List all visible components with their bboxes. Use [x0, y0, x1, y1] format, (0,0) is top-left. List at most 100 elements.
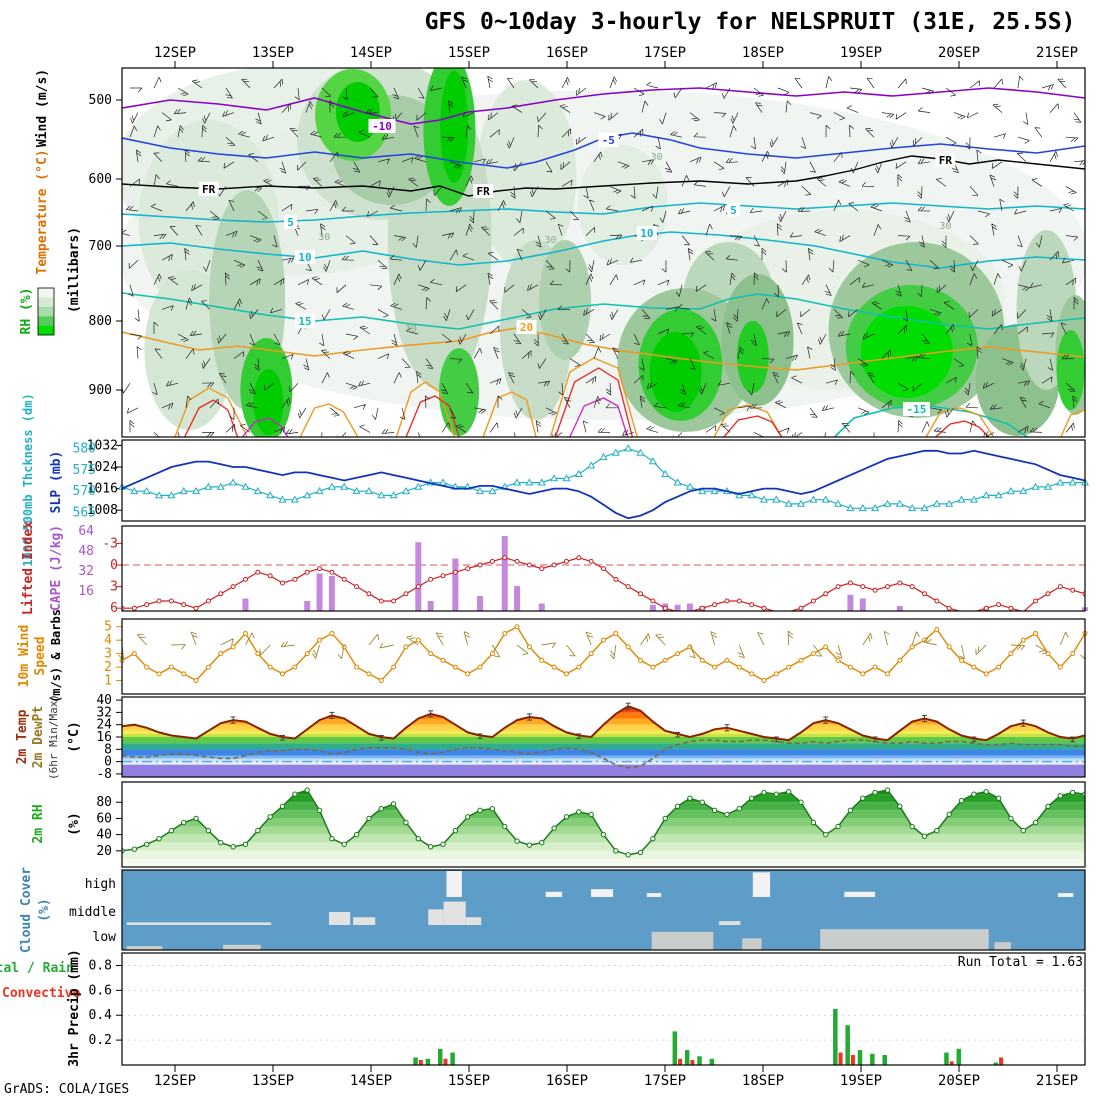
- day-label-top: 16SEP: [546, 45, 588, 61]
- tick-label: 6: [110, 601, 118, 616]
- rh-marker: [600, 831, 607, 838]
- temp-contour: [241, 417, 289, 437]
- panel-border: [121, 952, 1086, 1066]
- wind-speed-marker: [280, 671, 285, 677]
- thickness-marker: [229, 478, 238, 486]
- li-marker: [144, 602, 150, 608]
- day-label-top: 12SEP: [154, 45, 196, 61]
- wind-speed-marker: [366, 671, 372, 677]
- rh-marker: [588, 811, 594, 818]
- wind-speed-marker: [909, 644, 915, 650]
- rh-marker: [255, 827, 261, 834]
- rh-marker: [378, 806, 384, 812]
- contour-label: 5: [730, 204, 737, 217]
- li-marker: [329, 569, 335, 575]
- contour-label: FR: [939, 154, 953, 167]
- wind-speed-marker: [403, 644, 409, 650]
- day-label-top: 19SEP: [840, 45, 882, 61]
- thickness-marker: [179, 486, 188, 495]
- temp-contour: [482, 391, 537, 437]
- thickness-marker: [772, 495, 781, 503]
- li-marker: [366, 591, 372, 597]
- wind-speed-marker: [625, 644, 631, 650]
- rh-contour-label: 30: [650, 152, 662, 163]
- tick-label: 700: [89, 239, 112, 254]
- wind-speed-marker: [798, 657, 804, 663]
- li-marker: [452, 569, 458, 575]
- wind-speed-marker: [539, 657, 545, 663]
- li-marker: [1033, 598, 1039, 604]
- thickness-marker: [661, 469, 670, 477]
- temp-band: [122, 761, 1085, 765]
- temp-band: [122, 758, 1085, 762]
- li-marker: [897, 580, 903, 586]
- wind-speed-marker: [823, 644, 829, 650]
- thickness-marker: [414, 482, 423, 490]
- cloud-bar: [752, 872, 771, 897]
- temp-contour: [925, 407, 995, 437]
- rh-marker: [440, 841, 446, 848]
- li-marker: [391, 598, 397, 604]
- li-marker: [242, 576, 248, 582]
- rh-marker: [403, 819, 409, 826]
- li-marker: [489, 558, 495, 564]
- panel-border: [121, 67, 1086, 438]
- thickness-marker: [747, 491, 756, 499]
- rh-marker: [526, 842, 533, 848]
- tick-label: 32: [96, 705, 112, 720]
- day-label-bottom: 16SEP: [546, 1073, 588, 1089]
- li-marker: [378, 598, 384, 604]
- cloud-row-label-middle: middle: [69, 905, 116, 920]
- day-label-top: 15SEP: [448, 45, 490, 61]
- rh-marker: [711, 807, 718, 814]
- tick-label: 565: [73, 505, 96, 520]
- li-marker: [1045, 591, 1051, 597]
- rh-marker: [489, 806, 496, 812]
- day-label-top: 21SEP: [1036, 45, 1078, 61]
- li-marker: [255, 569, 261, 575]
- thickness-marker: [278, 495, 287, 503]
- wind-speed-marker: [946, 644, 952, 650]
- thickness-marker: [142, 486, 151, 495]
- rh-colorbar-step: [38, 297, 54, 307]
- rh-band: [122, 834, 1085, 843]
- thickness-marker: [537, 478, 546, 486]
- li-marker: [526, 562, 532, 568]
- thickness-marker: [290, 495, 299, 503]
- thickness-marker: [241, 482, 250, 490]
- thickness-marker: [562, 474, 571, 482]
- cape-bar: [501, 536, 508, 611]
- rh-shading: [439, 348, 479, 436]
- thickness-marker: [154, 491, 164, 499]
- slp-line: [121, 449, 1086, 520]
- rh-marker: [674, 803, 681, 809]
- contour-label-bg: [935, 153, 956, 167]
- rh-marker: [687, 795, 693, 801]
- rh-marker: [304, 787, 310, 793]
- temp-band: [122, 749, 1085, 756]
- wind-speed-marker: [502, 630, 508, 636]
- rh-panel: [122, 782, 1085, 867]
- thickness-marker: [821, 495, 830, 503]
- rh-marker: [415, 835, 422, 842]
- cloud-bar: [223, 944, 261, 950]
- thickness-marker: [932, 499, 941, 507]
- axis-label-barbs: (m/s) & Barbs: [49, 609, 63, 703]
- li-marker: [601, 566, 606, 572]
- day-label-bottom: 20SEP: [938, 1073, 980, 1089]
- rh-contour-label: 30: [318, 232, 330, 243]
- precip-bar-total: [870, 1053, 875, 1065]
- contour-label-bg: [294, 314, 315, 328]
- tick-label: 5: [104, 620, 112, 635]
- generated-chart-layers: 12SEP 12SEP 13SEP 13SEP 14SEP 14SEP 15SEP 15SEP…: [37, 45, 1090, 1089]
- rh-mask: [122, 782, 1085, 855]
- tick-label: 0.8: [89, 958, 112, 973]
- tick-label: 1024: [87, 460, 118, 475]
- rh-marker: [748, 795, 755, 801]
- tick-label: 16: [96, 730, 112, 745]
- rh-marker: [143, 841, 150, 848]
- run-total-text: Run Total = 1.63: [958, 955, 1083, 970]
- tick-label: 80: [96, 795, 112, 810]
- rh-marker: [724, 811, 730, 818]
